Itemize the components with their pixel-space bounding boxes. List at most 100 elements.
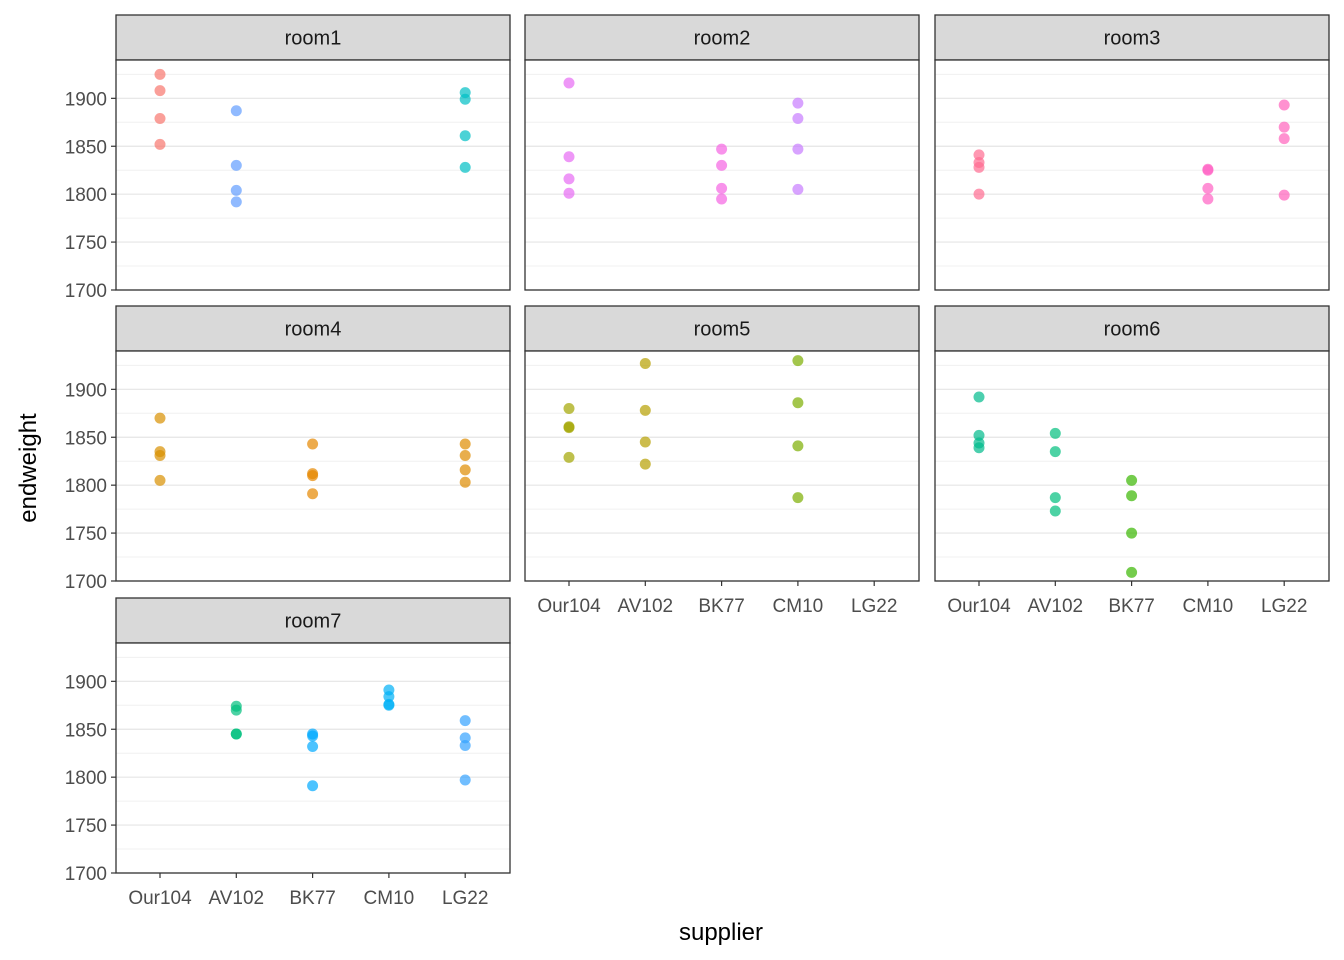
data-point-room1-Our104	[154, 85, 166, 97]
data-point-room1-AV102	[230, 196, 242, 208]
data-point-room4-Our104	[154, 449, 166, 461]
facet-strip-room5	[524, 305, 920, 352]
facet-strip-label: room4	[285, 319, 342, 341]
data-point-room1-Our104	[154, 68, 166, 80]
data-point-room4-BK77	[307, 470, 319, 482]
data-point-room1-AV102	[230, 159, 242, 171]
data-point-room3-Our104	[973, 149, 985, 161]
data-point-room6-AV102	[1049, 492, 1061, 504]
y-tick-label: 1700	[65, 572, 107, 593]
y-tick-label: 1750	[65, 524, 107, 545]
data-point-room6-BK77	[1126, 527, 1138, 539]
y-tick-label: 1850	[65, 720, 107, 741]
data-point-room6-AV102	[1049, 446, 1061, 458]
data-point-room3-CM10	[1202, 164, 1214, 176]
data-point-room3-Our104	[973, 188, 985, 200]
facet-strip-room7	[115, 597, 511, 644]
data-point-room7-CM10	[383, 691, 395, 703]
data-point-room2-Our104	[563, 173, 575, 185]
data-point-room2-BK77	[716, 159, 728, 171]
plot-panel-room5	[525, 351, 919, 581]
data-point-room6-Our104	[973, 429, 985, 441]
data-point-room5-AV102	[639, 436, 651, 448]
data-point-room4-Our104	[154, 412, 166, 424]
plot-panel-room7	[116, 643, 510, 873]
data-point-room6-BK77	[1126, 474, 1138, 486]
data-point-room3-LG22	[1278, 133, 1290, 145]
x-tick-label: BK77	[289, 888, 335, 909]
data-point-room6-BK77	[1126, 490, 1138, 502]
data-point-room7-BK77	[307, 730, 319, 742]
facet-strip-label: room2	[694, 28, 751, 50]
data-point-room1-Our104	[154, 112, 166, 124]
data-point-room5-Our104	[563, 451, 575, 463]
x-tick-label: Our104	[537, 596, 601, 617]
facet-strip-label: room3	[1104, 28, 1161, 50]
facet-strip-label: room1	[285, 28, 342, 50]
data-point-room5-CM10	[792, 440, 804, 452]
y-tick-label: 1800	[65, 768, 107, 789]
data-point-room5-Our104	[563, 403, 575, 414]
y-tick-label: 1750	[65, 816, 107, 837]
data-point-room1-LG22	[459, 161, 471, 173]
data-point-room5-AV102	[639, 404, 651, 416]
panel-border	[934, 59, 1330, 291]
x-tick-label: CM10	[364, 888, 415, 909]
x-tick-label: BK77	[698, 596, 744, 617]
data-point-room7-LG22	[459, 715, 471, 727]
data-point-room3-CM10	[1202, 182, 1214, 194]
facet-strip-room3	[934, 14, 1330, 61]
data-point-room6-AV102	[1049, 427, 1061, 439]
panel-border	[115, 59, 511, 291]
x-tick-label: Our104	[128, 888, 192, 909]
y-tick-label: 1900	[65, 89, 107, 110]
data-point-room4-LG22	[459, 476, 471, 488]
data-point-room2-Our104	[563, 77, 575, 89]
plot-panel-room4	[116, 351, 510, 581]
data-point-room7-LG22	[459, 740, 471, 752]
data-point-room5-AV102	[639, 458, 651, 470]
y-axis-title: endweight	[15, 413, 42, 523]
data-point-room2-CM10	[792, 143, 804, 155]
data-point-room6-AV102	[1049, 505, 1061, 517]
plot-panel-room6	[935, 351, 1329, 581]
x-tick-label: LG22	[851, 596, 897, 617]
x-tick-label: CM10	[1183, 596, 1234, 617]
y-tick-label: 1900	[65, 380, 107, 401]
data-point-room2-BK77	[716, 193, 728, 205]
data-point-room6-Our104	[973, 391, 985, 403]
facet-strip-room1	[115, 14, 511, 61]
x-tick-label: AV102	[1027, 596, 1083, 617]
data-point-room1-AV102	[230, 105, 242, 117]
panel-border	[115, 350, 511, 582]
data-point-room5-AV102	[639, 357, 651, 369]
data-point-room7-LG22	[459, 732, 471, 744]
y-tick-label: 1800	[65, 476, 107, 497]
data-point-room3-Our104	[973, 161, 985, 173]
data-point-room7-BK77	[307, 780, 319, 792]
data-point-room7-CM10	[383, 699, 395, 711]
data-point-room5-Our104	[563, 422, 575, 434]
data-point-room7-LG22	[459, 774, 471, 786]
plot-panel-room2	[525, 60, 919, 290]
data-point-room2-Our104	[563, 187, 575, 199]
data-point-room2-Our104	[563, 151, 575, 163]
x-tick-label: LG22	[442, 888, 488, 909]
data-point-room4-BK77	[307, 438, 319, 450]
facet-strip-label: room5	[694, 319, 751, 341]
y-tick-label: 1800	[65, 185, 107, 206]
data-point-room3-LG22	[1278, 189, 1290, 201]
x-tick-label: BK77	[1108, 596, 1154, 617]
data-point-room4-LG22	[459, 438, 471, 450]
data-point-room2-CM10	[792, 112, 804, 124]
data-point-room3-CM10	[1202, 193, 1214, 205]
plot-panel-room1	[116, 60, 510, 290]
y-tick-label: 1750	[65, 233, 107, 254]
data-point-room1-AV102	[230, 184, 242, 196]
x-tick-label: LG22	[1261, 596, 1307, 617]
data-point-room5-CM10	[792, 492, 804, 504]
facet-strip-room4	[115, 305, 511, 352]
data-point-room7-AV102	[230, 728, 242, 740]
x-tick-label: AV102	[208, 888, 264, 909]
